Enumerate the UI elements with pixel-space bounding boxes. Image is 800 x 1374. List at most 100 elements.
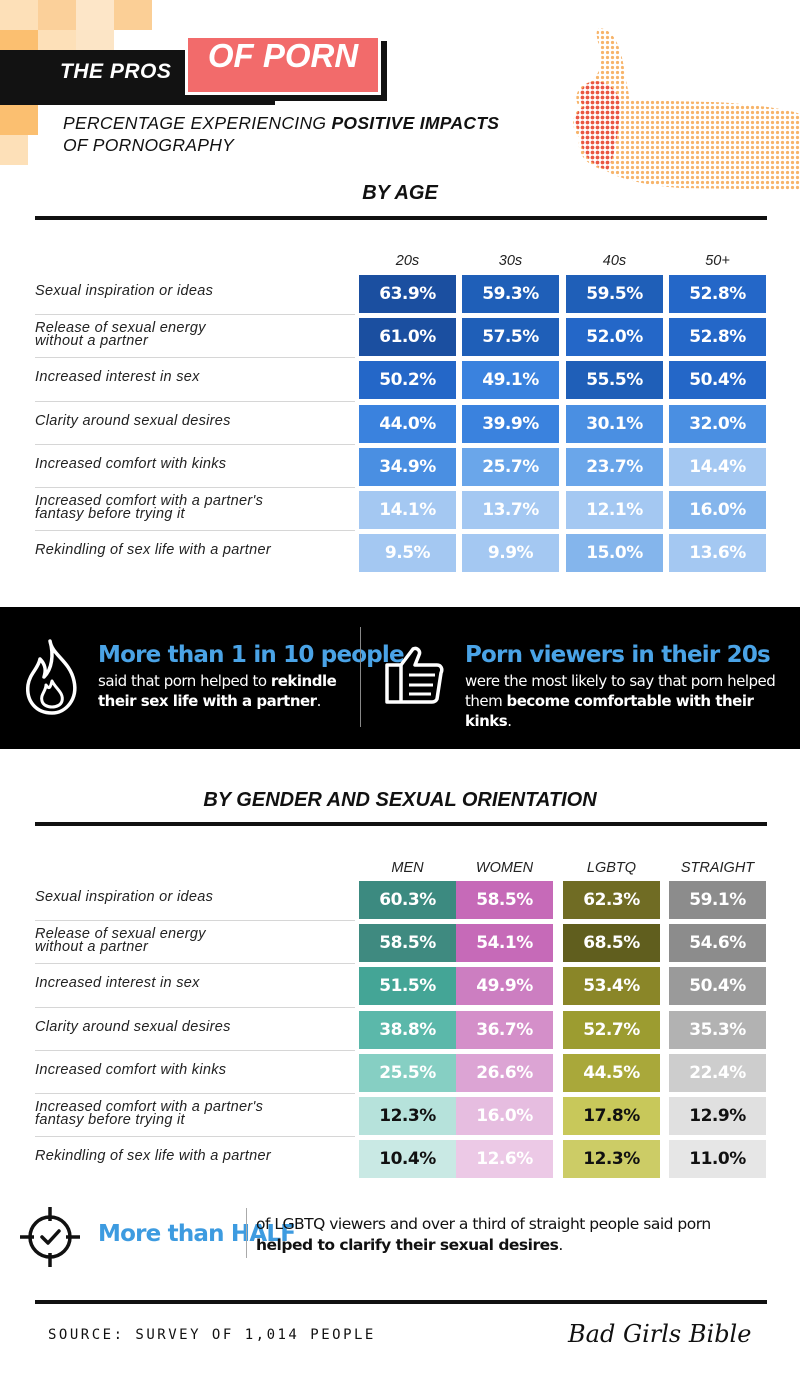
callout-half-plain: of LGBTQ viewers and over a third of str… xyxy=(256,1215,711,1233)
row-label-line: without a partner xyxy=(35,939,149,956)
data-cell: 16.0% xyxy=(669,491,766,529)
title-part2: OF PORN xyxy=(207,37,359,74)
row-label: Sexual inspiration or ideas xyxy=(35,889,345,905)
row-label-line: Sexual inspiration or ideas xyxy=(35,889,214,905)
data-cell: 53.4% xyxy=(563,967,660,1006)
row-label: Increased comfort with a partner's fantas… xyxy=(35,494,345,522)
callout-left-end: . xyxy=(316,692,322,710)
callout-right-end: . xyxy=(507,712,512,730)
data-cell: 52.8% xyxy=(669,275,766,313)
decor-square xyxy=(38,0,76,30)
data-cell: 9.9% xyxy=(462,534,559,573)
callout-left-bold1: rekindle xyxy=(270,672,337,690)
column-header: 50+ xyxy=(705,253,730,269)
decor-square xyxy=(0,105,38,135)
section-rule xyxy=(35,822,767,826)
section-title-age: BY AGE xyxy=(362,182,438,204)
callout-half-end: . xyxy=(558,1236,563,1254)
callout-left-line1: said that porn helped to xyxy=(98,672,271,690)
data-cell: 52.8% xyxy=(669,318,766,357)
data-cell: 59.1% xyxy=(669,881,766,919)
data-cell: 60.3% xyxy=(359,881,456,919)
subtitle-line2: OF PORNOGRAPHY xyxy=(63,135,235,155)
decor-square xyxy=(0,135,28,165)
callout-half-text: of LGBTQ viewers and over a third of str… xyxy=(256,1214,756,1256)
row-label: Increased interest in sex xyxy=(35,976,345,991)
data-cell: 55.5% xyxy=(566,361,663,400)
target-check-icon xyxy=(20,1207,80,1267)
row-separator xyxy=(35,443,355,445)
data-cell: 50.4% xyxy=(669,361,766,400)
data-cell: 62.3% xyxy=(563,881,660,919)
column-header: WOMEN xyxy=(475,860,534,876)
decor-square xyxy=(114,0,152,30)
column-header: 30s xyxy=(498,253,523,269)
row-label-line: fantasy before trying it xyxy=(35,506,185,522)
row-label-line: Rekindling of sex life with a partner xyxy=(35,1148,271,1165)
fire-icon xyxy=(26,639,77,715)
data-cell: 9.5% xyxy=(359,534,456,573)
data-cell: 49.9% xyxy=(456,967,553,1006)
column-header: 40s xyxy=(602,253,627,269)
data-cell: 51.5% xyxy=(359,967,456,1006)
row-label-line: Increased comfort with kinks xyxy=(35,455,227,472)
data-cell: 36.7% xyxy=(456,1010,553,1049)
callout-divider xyxy=(360,627,361,727)
data-cell: 14.4% xyxy=(669,447,766,486)
row-label: Clarity around sexual desires xyxy=(35,1019,345,1034)
data-cell: 58.5% xyxy=(456,881,553,919)
data-cell: 61.0% xyxy=(359,318,456,357)
thumbs-up-hand-illustration xyxy=(573,28,800,190)
row-label-line: Clarity around sexual desires xyxy=(35,412,231,429)
data-cell: 12.3% xyxy=(563,1140,660,1179)
row-separator xyxy=(35,1093,355,1094)
row-label: Release of sexual energy without a partne… xyxy=(35,321,345,349)
data-cell: 23.7% xyxy=(566,447,663,486)
data-cell: 59.3% xyxy=(462,275,559,313)
column-header: LGBTQ xyxy=(586,860,637,876)
data-cell: 44.5% xyxy=(563,1053,660,1092)
title-highlight-box xyxy=(185,35,381,95)
row-label-line: Increased comfort with a partner's xyxy=(35,1099,264,1115)
data-cell: 52.0% xyxy=(566,318,663,357)
row-label: Increased interest in sex xyxy=(35,369,345,386)
thumbs-up-icon xyxy=(385,646,444,704)
data-cell: 11.0% xyxy=(669,1140,766,1179)
data-cell: 13.7% xyxy=(462,491,559,529)
subtitle-plain: PERCENTAGE EXPERIENCING xyxy=(63,113,332,133)
callout-right-bold: become comfortable with their kinks xyxy=(465,692,754,730)
data-cell: 30.1% xyxy=(566,404,663,443)
subtitle: PERCENTAGE EXPERIENCING POSITIVE IMPACTS… xyxy=(63,112,499,156)
row-label-line: Increased interest in sex xyxy=(35,369,200,386)
decor-square xyxy=(0,0,38,30)
data-cell: 38.8% xyxy=(359,1010,456,1049)
row-label-line: Rekindling of sex life with a partner xyxy=(35,542,271,559)
data-cell: 35.3% xyxy=(669,1010,766,1049)
column-header: 20s xyxy=(395,253,420,269)
row-separator xyxy=(35,1006,355,1008)
data-cell: 12.1% xyxy=(566,491,663,529)
data-cell: 54.1% xyxy=(456,924,553,963)
data-cell: 44.0% xyxy=(359,404,456,443)
row-label: Clarity around sexual desires xyxy=(35,412,345,429)
row-label: Increased comfort with kinks xyxy=(35,1063,345,1078)
data-cell: 14.1% xyxy=(359,491,456,529)
data-cell: 54.6% xyxy=(669,924,766,963)
data-cell: 39.9% xyxy=(462,404,559,443)
data-cell: 63.9% xyxy=(359,275,456,313)
decor-square xyxy=(76,0,114,30)
data-cell: 13.6% xyxy=(669,534,766,573)
row-label: Increased comfort with kinks xyxy=(35,455,345,472)
data-cell: 26.6% xyxy=(456,1053,553,1092)
data-cell: 68.5% xyxy=(563,924,660,963)
callout-left-headline: More than 1 in 10 people xyxy=(98,642,405,668)
row-separator xyxy=(35,1049,355,1051)
row-separator xyxy=(35,963,355,965)
brand-logo: Bad Girls Bible xyxy=(568,1320,752,1348)
column-header: MEN xyxy=(391,860,424,876)
section-rule xyxy=(35,216,767,220)
callout-half-bold: helped to clarify their sexual desires xyxy=(256,1236,559,1254)
data-cell: 34.9% xyxy=(359,447,456,486)
data-cell: 12.3% xyxy=(359,1097,456,1135)
row-separator xyxy=(35,400,355,402)
